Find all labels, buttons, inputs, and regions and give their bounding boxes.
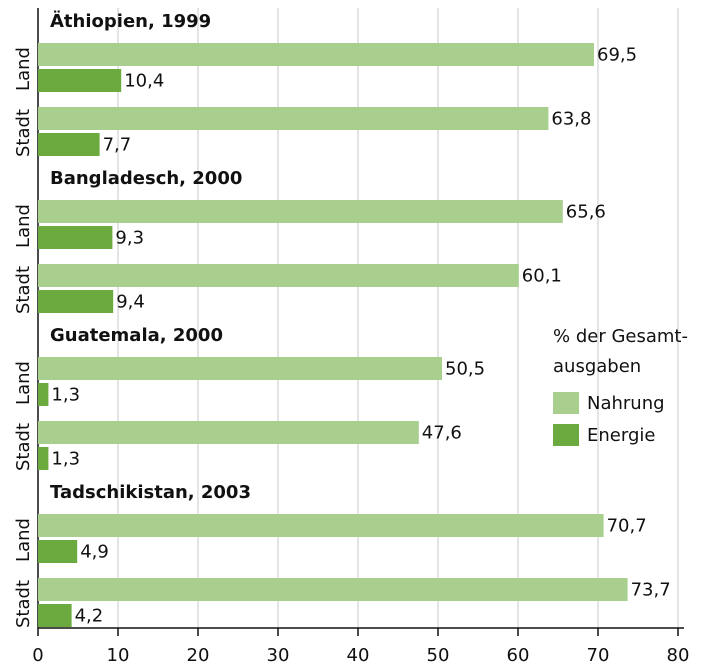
value-label: 63,8	[551, 109, 591, 130]
panel-title: Äthiopien, 1999	[50, 10, 211, 32]
category-label: Land	[13, 204, 34, 248]
bar	[38, 200, 563, 223]
panel-title: Guatemala, 2000	[50, 325, 223, 346]
bar	[38, 540, 78, 563]
value-label: 60,1	[522, 266, 562, 287]
bar	[38, 604, 72, 627]
value-label: 9,4	[116, 292, 145, 313]
value-label: 50,5	[445, 359, 485, 380]
panel-title: Bangladesch, 2000	[50, 168, 242, 189]
category-label: Stadt	[13, 423, 34, 471]
value-label: 10,4	[124, 71, 164, 92]
bar	[38, 578, 628, 601]
bar	[38, 290, 114, 313]
bar	[38, 447, 49, 470]
bar	[38, 43, 594, 66]
bar	[38, 383, 49, 406]
bar	[38, 107, 549, 130]
value-label: 65,6	[566, 202, 606, 223]
value-label: 4,2	[75, 606, 104, 627]
value-label: 1,3	[51, 385, 80, 406]
category-label: Land	[13, 361, 34, 405]
x-tick-label: 40	[347, 645, 370, 666]
category-label: Stadt	[13, 580, 34, 628]
panel-title: Tadschikistan, 2003	[50, 482, 251, 503]
bar	[38, 133, 100, 156]
x-tick-label: 30	[267, 645, 290, 666]
x-tick-label: 10	[107, 645, 130, 666]
legend-title: ausgaben	[553, 356, 641, 377]
x-tick-label: 50	[427, 645, 450, 666]
legend-label: Nahrung	[587, 393, 665, 414]
bar	[38, 226, 113, 249]
value-label: 73,7	[631, 580, 671, 601]
value-label: 9,3	[115, 228, 144, 249]
legend-swatch	[553, 424, 579, 446]
x-tick-label: 0	[32, 645, 43, 666]
value-label: 70,7	[607, 516, 647, 537]
value-label: 7,7	[103, 135, 132, 156]
category-label: Land	[13, 518, 34, 562]
bar	[38, 69, 122, 92]
category-label: Stadt	[13, 109, 34, 157]
x-tick-label: 60	[507, 645, 530, 666]
bar	[38, 357, 442, 380]
bar	[38, 514, 604, 537]
x-tick-label: 80	[667, 645, 690, 666]
x-tick-label: 20	[187, 645, 210, 666]
bar	[38, 264, 519, 287]
category-label: Stadt	[13, 266, 34, 314]
legend-label: Energie	[587, 425, 655, 446]
legend-swatch	[553, 392, 579, 414]
value-label: 47,6	[422, 423, 462, 444]
value-label: 1,3	[51, 449, 80, 470]
bar	[38, 421, 419, 444]
value-label: 4,9	[80, 542, 109, 563]
value-label: 69,5	[597, 45, 637, 66]
category-label: Land	[13, 47, 34, 91]
legend-title: % der Gesamt-	[553, 326, 688, 347]
x-tick-label: 70	[587, 645, 610, 666]
